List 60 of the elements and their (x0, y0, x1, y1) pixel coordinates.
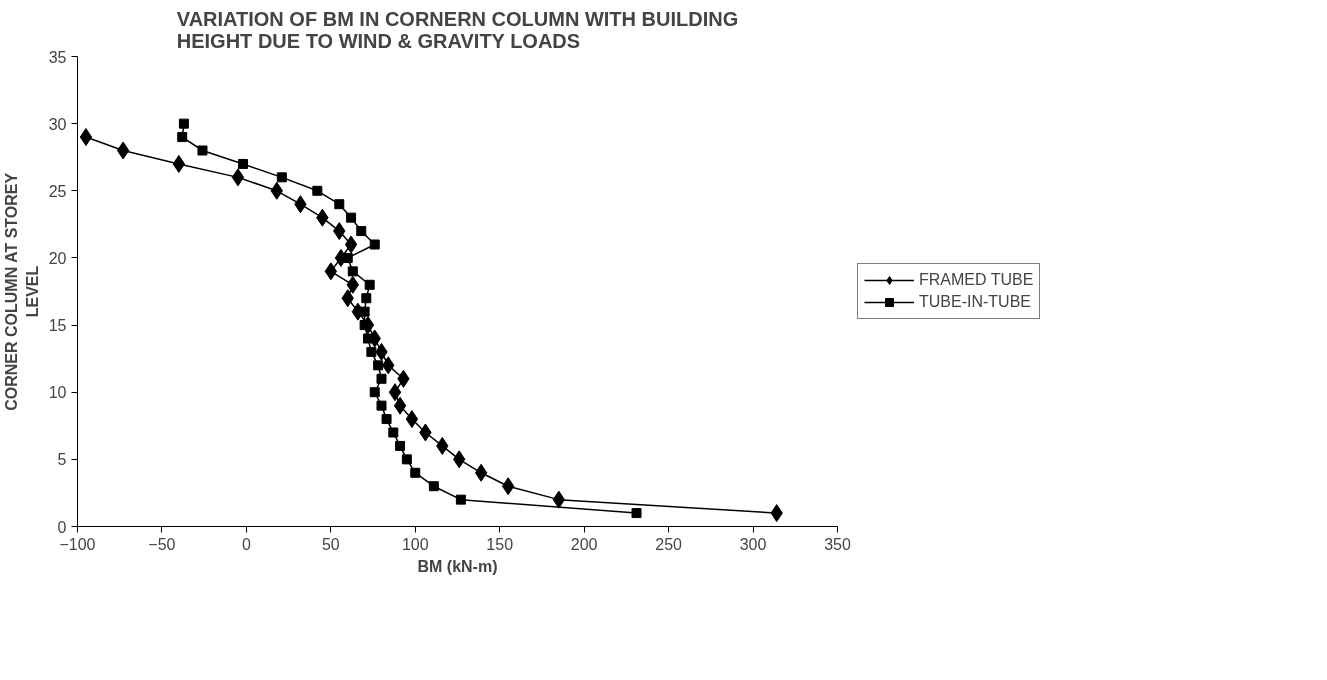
point (369, 387, 380, 398)
point (116, 141, 130, 160)
point (361, 293, 372, 304)
point (359, 306, 370, 317)
point (238, 158, 249, 169)
x-tick-label: 250 (655, 535, 683, 553)
y-tick-label: 35 (48, 48, 67, 66)
point (388, 427, 399, 438)
legend-label: TUBE-IN-TUBE (919, 293, 1031, 311)
point (312, 185, 323, 196)
point (631, 508, 642, 519)
point (342, 252, 353, 263)
point (428, 481, 439, 492)
y-tick-label: 20 (48, 249, 67, 267)
point (393, 396, 407, 415)
x-tick-label: 200 (570, 535, 598, 553)
point (369, 239, 380, 250)
point (376, 373, 387, 384)
point (405, 410, 419, 429)
x-tick-label: 0 (241, 535, 251, 553)
legend-label: FRAMED TUBE (919, 271, 1034, 289)
point (197, 145, 208, 156)
x-axis-title: BM (kN-m) (417, 557, 498, 575)
x-tick-label: 150 (486, 535, 514, 553)
point (388, 383, 402, 402)
x-tick-label: 300 (739, 535, 767, 553)
x-tick-label: 100 (401, 535, 429, 553)
point (356, 226, 367, 237)
point (276, 172, 287, 183)
x-tick-label: −50 (148, 535, 176, 553)
point (401, 454, 412, 465)
x-tick-label: 350 (824, 535, 851, 553)
point (79, 128, 93, 147)
point (346, 212, 357, 223)
point (381, 414, 392, 425)
point (347, 266, 358, 277)
chart-title: VARIATION OF BM IN CORNERN COLUMN WITH BUILDING HEIGHT DUE TO WIND & GRAVITY LOADS (176, 7, 739, 52)
point (366, 346, 377, 357)
point (376, 400, 387, 411)
point (474, 463, 488, 482)
y-axis-title: CORNER COLUMN AT STOREY LEVEL (3, 172, 41, 411)
point (177, 132, 188, 143)
y-tick-label: 0 (57, 518, 67, 536)
y-tick-label: 15 (48, 317, 67, 335)
y-tick-label: 25 (48, 182, 67, 200)
point (231, 168, 245, 187)
point (362, 333, 373, 344)
point (395, 440, 406, 451)
y-tick-label: 10 (48, 384, 67, 402)
point (455, 494, 466, 505)
point (334, 199, 345, 210)
x-tick-label: 50 (321, 535, 340, 553)
point (373, 360, 384, 371)
point (178, 118, 189, 129)
y-tick-label: 30 (48, 115, 67, 133)
point (344, 235, 358, 254)
y-tick-label: 5 (57, 451, 67, 469)
point (410, 467, 421, 478)
point (364, 279, 375, 290)
x-tick-label: −100 (59, 535, 96, 553)
